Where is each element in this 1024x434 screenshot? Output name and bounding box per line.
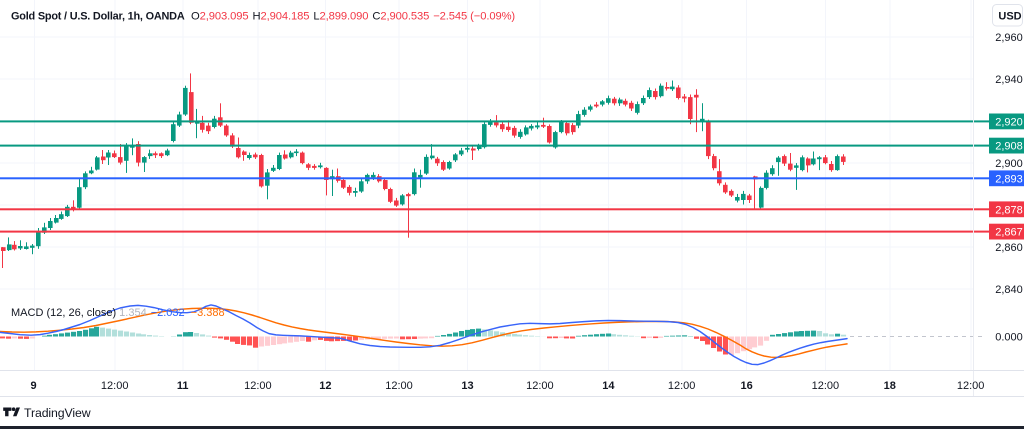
svg-text:12:00: 12:00 (244, 380, 272, 392)
svg-text:12:00: 12:00 (957, 380, 985, 392)
svg-text:2,900: 2,900 (995, 158, 1023, 170)
svg-text:12:00: 12:00 (812, 380, 840, 392)
svg-text:12: 12 (319, 380, 331, 392)
svg-text:2,867: 2,867 (995, 227, 1023, 239)
svg-text:2,940: 2,940 (995, 74, 1023, 86)
svg-text:2,893: 2,893 (995, 173, 1023, 185)
svg-text:12:00: 12:00 (385, 380, 413, 392)
svg-text:Gold Spot / U.S. Dollar, 1h, O: Gold Spot / U.S. Dollar, 1h, OANDA (11, 11, 185, 23)
svg-text:0.000: 0.000 (995, 332, 1023, 344)
svg-text:16: 16 (740, 380, 752, 392)
svg-text:18: 18 (884, 380, 896, 392)
svg-text:12:00: 12:00 (101, 380, 129, 392)
svg-text:14: 14 (602, 380, 615, 392)
svg-text:USD: USD (998, 11, 1021, 23)
svg-text:2,920: 2,920 (995, 116, 1023, 128)
svg-text:13: 13 (461, 380, 473, 392)
svg-text:11: 11 (177, 380, 189, 392)
svg-text:2,840: 2,840 (995, 284, 1023, 296)
svg-text:2,960: 2,960 (995, 32, 1023, 44)
svg-text:2,908: 2,908 (995, 141, 1023, 153)
svg-text:12:00: 12:00 (526, 380, 554, 392)
svg-text:2,878: 2,878 (995, 204, 1023, 216)
svg-text:9: 9 (30, 380, 36, 392)
svg-text:12:00: 12:00 (668, 380, 696, 392)
svg-text:2,860: 2,860 (995, 242, 1023, 254)
svg-text:TradingView: TradingView (24, 406, 91, 420)
